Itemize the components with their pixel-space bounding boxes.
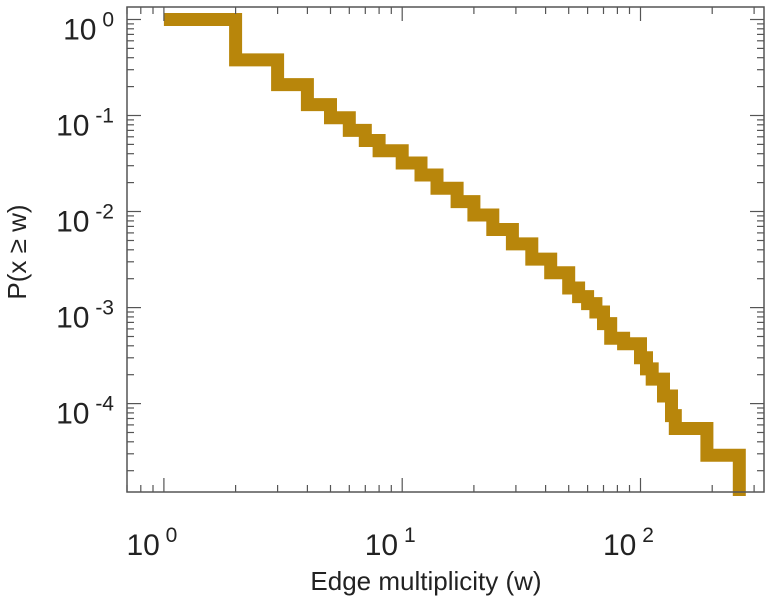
x-tick-label: 10 0	[126, 524, 177, 562]
x-axis-title: Edge multiplicity (w)	[310, 566, 541, 596]
series-line-0	[163, 13, 746, 496]
y-tick-label: 10 -2	[56, 201, 114, 239]
x-tick-label: 10 2	[603, 524, 654, 562]
labels-layer: 10 0 10 1 10 2 10 0 10 -1 10 -2 10 -3 10 -4	[56, 9, 654, 562]
x-tick-label: 10 1	[365, 524, 416, 562]
y-tick-label: 10 -3	[56, 297, 114, 335]
y-tick-label: 10 -4	[56, 393, 114, 431]
y-axis-title: P(x ≥ w)	[2, 204, 32, 299]
y-tick-label: 10 -1	[56, 105, 114, 143]
ticks-layer	[126, 7, 764, 492]
data-layer	[163, 13, 746, 496]
y-tick-label: 10 0	[63, 9, 114, 47]
